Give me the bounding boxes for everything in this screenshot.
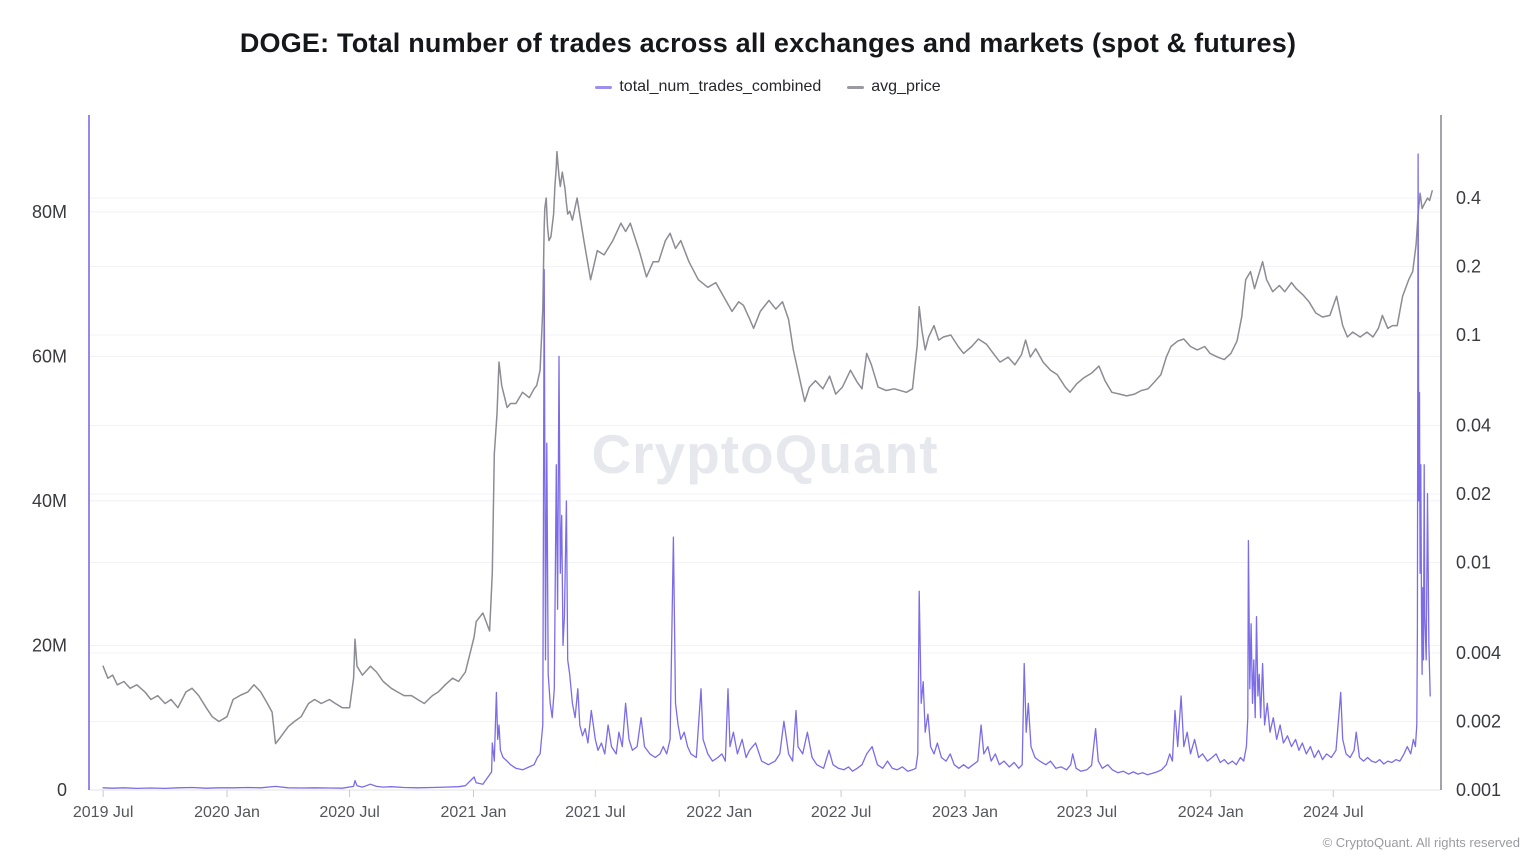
- y-axis-left-tick-label: 60M: [32, 346, 67, 366]
- y-axis-right-tick-label: 0.2: [1456, 257, 1481, 277]
- x-axis-tick-label: 2021 Jul: [565, 804, 626, 821]
- x-axis-tick-label: 2021 Jan: [441, 804, 507, 821]
- y-axis-left-tick-label: 80M: [32, 202, 67, 222]
- y-axis-right-tick-label: 0.04: [1456, 416, 1491, 436]
- x-axis-tick-label: 2023 Jul: [1057, 804, 1118, 821]
- y-axis-right-tick-label: 0.01: [1456, 553, 1491, 573]
- line-swatch-icon: [847, 85, 865, 89]
- y-axis-left-tick-label: 20M: [32, 635, 67, 655]
- y-axis-right-tick-label: 0.001: [1456, 780, 1501, 800]
- series-line-total_num_trades_combined[interactable]: [102, 153, 1431, 790]
- copyright-footer: © CryptoQuant. All rights reserved: [1322, 835, 1520, 850]
- legend-label: total_num_trades_combined: [619, 78, 822, 95]
- y-axis-right-tick-label: 0.1: [1456, 325, 1481, 345]
- y-axis-right-tick-label: 0.004: [1456, 643, 1501, 663]
- x-axis-tick-label: 2019 Jul: [73, 804, 134, 821]
- series-line-avg_price[interactable]: [102, 150, 1433, 745]
- legend-item-avg-price[interactable]: avg_price: [847, 78, 941, 96]
- chart-title: DOGE: Total number of trades across all …: [239, 28, 1297, 58]
- x-axis-tick-label: 2022 Jan: [686, 804, 752, 821]
- x-axis-tick-label: 2023 Jan: [932, 804, 998, 821]
- y-axis-right-tick-label: 0.4: [1456, 188, 1481, 208]
- line-swatch-icon: [595, 85, 613, 89]
- x-axis-tick-label: 2024 Jul: [1303, 804, 1364, 821]
- y-axis-right-tick-label: 0.002: [1456, 712, 1501, 732]
- y-axis-left-tick-label: 40M: [32, 491, 67, 511]
- legend-label: avg_price: [871, 78, 941, 95]
- x-axis-tick-label: 2020 Jan: [194, 804, 260, 821]
- y-axis-right-tick-label: 0.02: [1456, 484, 1491, 504]
- y-axis-left-tick-label: 0: [57, 780, 67, 800]
- x-axis-tick-label: 2024 Jan: [1178, 804, 1244, 821]
- x-axis-tick-label: 2020 Jul: [319, 804, 380, 821]
- legend-item-total-num-trades[interactable]: total_num_trades_combined: [595, 78, 821, 96]
- x-axis-tick-label: 2022 Jul: [811, 804, 872, 821]
- chart-legend: total_num_trades_combined avg_price: [0, 78, 1536, 96]
